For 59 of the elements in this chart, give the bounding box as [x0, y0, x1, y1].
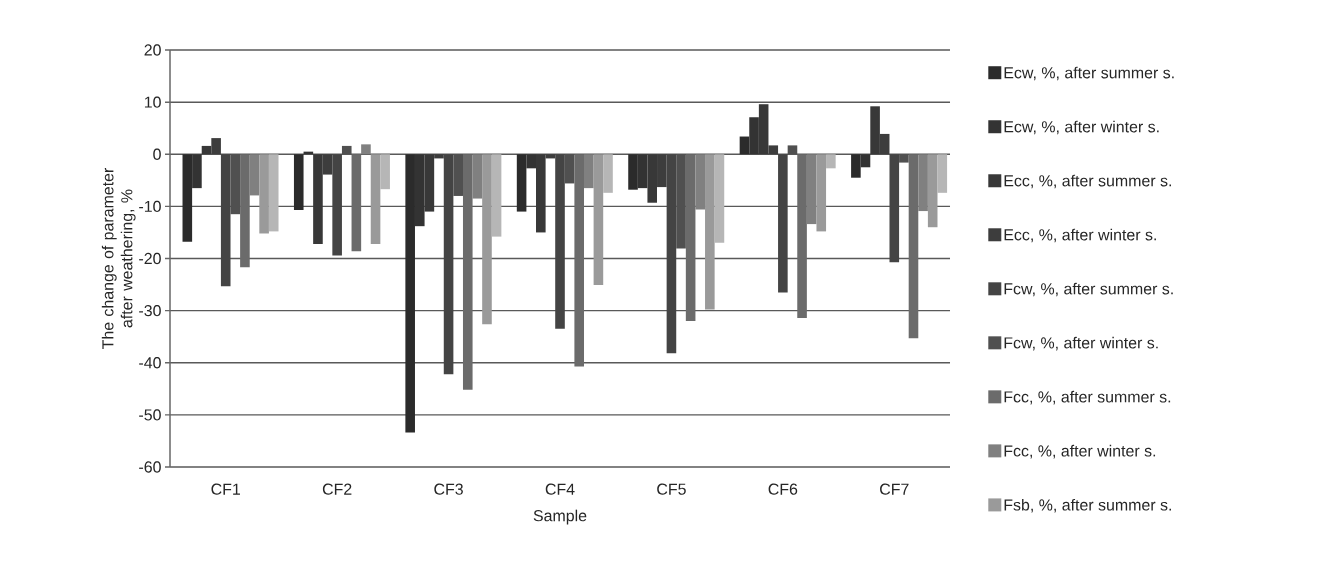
bar: [705, 154, 715, 310]
legend-label: Fcw, %, after summer s.: [1004, 282, 1173, 297]
bar: [462, 154, 473, 390]
x-tick-label: CF2: [322, 483, 352, 495]
bar: [293, 154, 304, 211]
y-axis-title: The change of parameter after weathering, %: [101, 167, 136, 349]
legend-label: Ecw, %, after winter s.: [1004, 120, 1159, 135]
legend-label: Ecc, %, after winter s.: [1004, 228, 1156, 243]
bar: [918, 154, 928, 212]
legend-label: Ecc, %, after summer s.: [1004, 174, 1171, 189]
x-tick-label: CF6: [768, 483, 798, 495]
y-tick-label: -10: [139, 200, 161, 213]
bar: [806, 154, 817, 225]
legend-label: Fcc, %, after winter s.: [1004, 444, 1156, 459]
bar: [695, 154, 706, 210]
legend-label: Fcw, %, after winter s.: [1004, 336, 1158, 351]
bar: [574, 154, 584, 367]
y-tick-label: 10: [144, 96, 161, 108]
bar: [361, 144, 371, 155]
bar: [240, 154, 250, 268]
bar: [816, 154, 827, 232]
bar: [351, 154, 362, 252]
x-tick-label: CF5: [657, 483, 686, 495]
bar: [380, 154, 390, 190]
bar: [937, 154, 948, 193]
bar: [593, 154, 604, 286]
legend-label: Fcc, %, after summer s.: [1004, 390, 1171, 405]
bar: [908, 154, 919, 339]
bar: [249, 154, 260, 196]
x-tick-label: CF1: [211, 483, 240, 495]
y-tick-label: -20: [139, 252, 161, 265]
legend-label: Ecw, %, after summer s.: [1004, 66, 1174, 81]
legend-label: Fsb, %, after summer s.: [1004, 498, 1171, 513]
x-tick-label: CF3: [434, 483, 463, 495]
bar: [797, 154, 807, 318]
bar: [370, 154, 381, 244]
bar: [341, 145, 352, 155]
bar: [491, 154, 502, 237]
bar: [714, 154, 725, 243]
y-tick-label: 20: [144, 44, 161, 56]
bar: [584, 154, 594, 189]
bar: [826, 154, 836, 169]
y-tick-label: -60: [139, 461, 161, 473]
bar: [268, 154, 279, 232]
bar: [778, 154, 788, 293]
bar: [482, 154, 492, 325]
y-tick-label: -30: [139, 304, 161, 317]
y-tick-label: -50: [139, 409, 161, 421]
bar: [472, 154, 483, 199]
x-tick-label: CF7: [880, 483, 909, 495]
bar: [787, 145, 798, 155]
x-tick-label: CF4: [545, 483, 575, 495]
x-axis-title: Sample: [533, 509, 587, 525]
bar: [927, 154, 938, 228]
bar: [259, 154, 269, 234]
y-tick-label: 0: [153, 148, 161, 160]
bar: [685, 154, 696, 322]
bar: [603, 154, 613, 193]
y-tick-label: -40: [139, 357, 161, 369]
